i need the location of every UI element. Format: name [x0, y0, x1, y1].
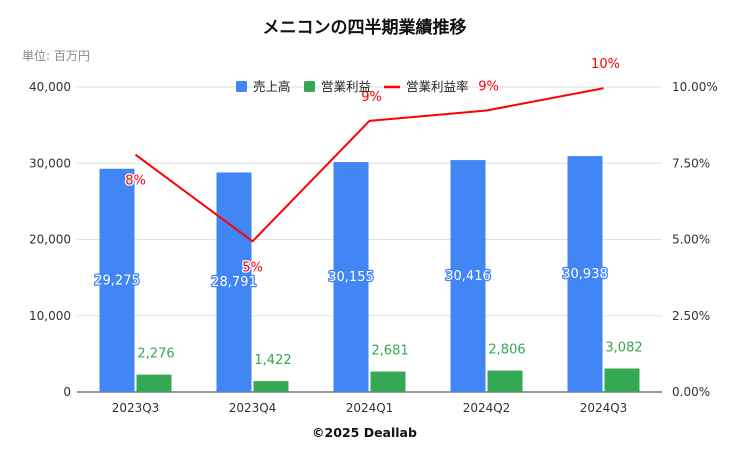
- legend-swatch: [236, 81, 247, 92]
- y-right-tick-label: 2.50%: [672, 309, 710, 323]
- y-left-tick-label: 10,000: [29, 309, 71, 323]
- left-axis: 0 10,000 20,000 30,000 40,000: [29, 80, 71, 399]
- y-left-tick-label: 0: [63, 385, 71, 399]
- x-tick-label: 2024Q1: [346, 401, 394, 415]
- label-operating-profit: 1,422: [254, 353, 291, 368]
- bar-operating-profit: [604, 368, 640, 392]
- chart-title: メニコンの四半期業績推移: [263, 17, 467, 38]
- label-operating-margin: 10%: [591, 57, 620, 72]
- y-right-tick-label: 10.00%: [672, 80, 718, 94]
- right-axis: 0.00% 2.50% 5.00% 7.50% 10.00%: [672, 80, 718, 399]
- x-tick-label: 2023Q3: [112, 401, 160, 415]
- legend-swatch: [304, 81, 315, 92]
- y-right-tick-label: 0.00%: [672, 385, 710, 399]
- legend-label: 営業利益: [321, 79, 371, 94]
- y-left-tick-label: 40,000: [29, 80, 71, 94]
- legend-label: 売上高: [253, 79, 291, 94]
- label-operating-margin: 5%: [242, 260, 263, 275]
- label-operating-profit: 2,806: [488, 343, 525, 358]
- label-operating-margin: 9%: [478, 79, 499, 94]
- label-revenue: 30,938: [562, 267, 608, 282]
- label-operating-margin: 8%: [125, 174, 146, 189]
- bar-operating-profit: [487, 370, 523, 392]
- bar-revenue: [99, 168, 135, 392]
- x-tick-label: 2024Q2: [463, 401, 511, 415]
- margin-line: [134, 87, 604, 243]
- label-operating-profit: 3,082: [605, 340, 642, 355]
- label-operating-profit: 2,681: [371, 344, 408, 359]
- data-labels: 29,275 2,276 8% 28,791 1,422 5% 30,155 2,681 9% 3…: [93, 56, 643, 368]
- label-revenue: 30,155: [328, 270, 374, 285]
- label-revenue: 28,791: [211, 275, 257, 290]
- label-revenue: 29,275: [94, 273, 140, 288]
- y-left-tick-label: 30,000: [29, 156, 71, 170]
- label-revenue: 30,416: [445, 269, 491, 284]
- copyright: ©2025 Deallab: [312, 425, 417, 440]
- y-left-tick-label: 20,000: [29, 233, 71, 247]
- gridlines: [77, 86, 662, 393]
- legend: 売上高 営業利益 営業利益率: [236, 79, 469, 94]
- bar-operating-profit: [253, 381, 289, 392]
- bar-revenue: [333, 162, 369, 392]
- bar-revenue: [450, 160, 486, 392]
- y-right-tick-label: 5.00%: [672, 233, 710, 247]
- x-axis: 2023Q3 2023Q4 2024Q1 2024Q2 2024Q3: [112, 401, 628, 415]
- x-tick-label: 2023Q4: [229, 401, 277, 415]
- legend-label: 営業利益率: [406, 79, 469, 94]
- label-operating-profit: 2,276: [137, 347, 174, 362]
- bar-revenue: [567, 156, 603, 392]
- bar-operating-profit: [136, 374, 172, 392]
- unit-label: 単位: 百万円: [22, 48, 90, 63]
- bars: [99, 156, 640, 392]
- y-right-tick-label: 7.50%: [672, 156, 710, 170]
- bar-revenue: [216, 172, 252, 392]
- x-tick-label: 2024Q3: [580, 401, 628, 415]
- line-operating-margin: [134, 87, 604, 243]
- label-operating-margin: 9%: [361, 90, 382, 105]
- bar-operating-profit: [370, 371, 406, 392]
